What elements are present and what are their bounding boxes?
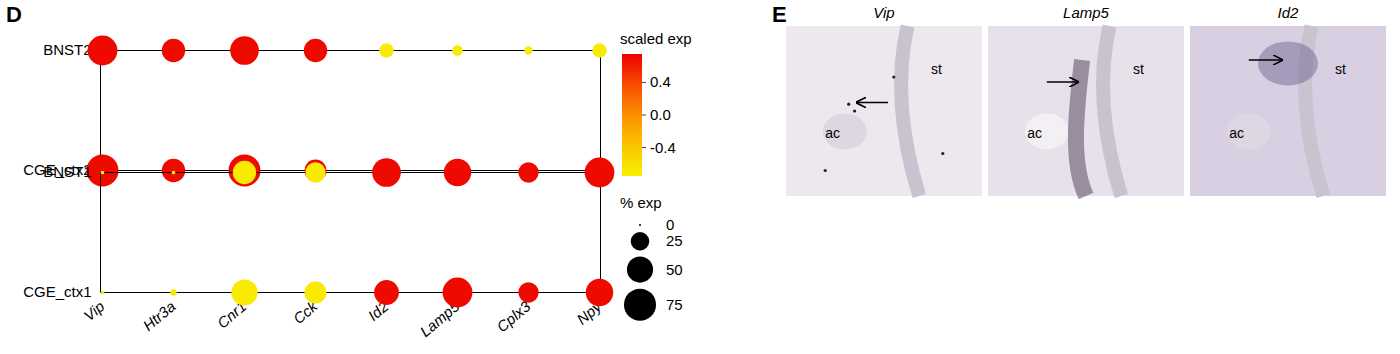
html-text:D: D — [6, 2, 22, 27]
svg-text:ac: ac — [1229, 125, 1244, 141]
svg-text:CGE_ctx1: CGE_ctx1 — [23, 283, 91, 300]
svg-text:Cplx3: Cplx3 — [493, 297, 534, 335]
svg-text:75: 75 — [666, 296, 683, 313]
svg-text:st: st — [1335, 61, 1346, 77]
svg-text:BNST1: BNST1 — [43, 163, 91, 180]
svg-text:Htr3a: Htr3a — [139, 298, 178, 335]
svg-text:Id2: Id2 — [1278, 4, 1300, 21]
svg-text:0: 0 — [666, 216, 674, 233]
svg-text:Vip: Vip — [873, 4, 894, 21]
svg-text:Lamp5: Lamp5 — [1063, 4, 1110, 21]
svg-text:Npy: Npy — [573, 297, 605, 328]
svg-text:25: 25 — [666, 232, 683, 249]
svg-text:Cnr1: Cnr1 — [213, 297, 250, 332]
svg-text:Id2: Id2 — [364, 297, 392, 324]
svg-text:0.4: 0.4 — [650, 73, 671, 90]
svg-text:-0.4: -0.4 — [650, 139, 676, 156]
svg-text:Cck: Cck — [289, 297, 321, 328]
svg-text:ac: ac — [1027, 125, 1042, 141]
svg-text:Lamp5: Lamp5 — [416, 297, 463, 340]
svg-text:st: st — [931, 61, 942, 77]
html-text:E: E — [772, 2, 787, 27]
svg-text:ac: ac — [825, 125, 840, 141]
svg-text:st: st — [1133, 61, 1144, 77]
svg-text:scaled exp: scaled exp — [620, 30, 692, 47]
svg-text:BNST2: BNST2 — [43, 41, 91, 58]
svg-text:% exp: % exp — [620, 194, 662, 211]
svg-text:50: 50 — [666, 261, 683, 278]
svg-text:0.0: 0.0 — [650, 106, 671, 123]
svg-text:Vip: Vip — [80, 298, 107, 325]
